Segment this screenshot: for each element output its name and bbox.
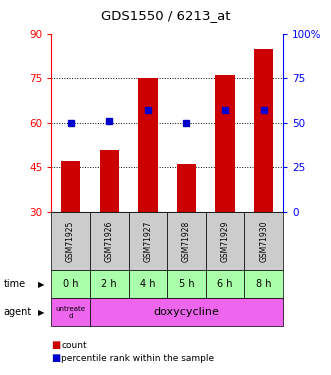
Bar — [138, 78, 158, 212]
Text: ▶: ▶ — [38, 280, 45, 289]
Text: GDS1550 / 6213_at: GDS1550 / 6213_at — [101, 9, 230, 22]
Text: 6 h: 6 h — [217, 279, 233, 289]
Bar — [61, 161, 80, 212]
Text: ■: ■ — [51, 353, 61, 363]
Text: 8 h: 8 h — [256, 279, 271, 289]
Text: doxycycline: doxycycline — [154, 307, 219, 317]
Bar — [177, 164, 196, 212]
Text: 4 h: 4 h — [140, 279, 156, 289]
Text: GSM71925: GSM71925 — [66, 220, 75, 262]
Text: GSM71929: GSM71929 — [220, 220, 230, 262]
Text: untreate
d: untreate d — [56, 306, 86, 319]
Text: agent: agent — [3, 307, 31, 317]
Bar — [215, 75, 235, 212]
Text: GSM71928: GSM71928 — [182, 220, 191, 262]
Text: 2 h: 2 h — [101, 279, 117, 289]
Text: GSM71927: GSM71927 — [143, 220, 152, 262]
Text: GSM71930: GSM71930 — [259, 220, 268, 262]
Bar — [254, 49, 273, 212]
Text: GSM71926: GSM71926 — [105, 220, 114, 262]
Text: time: time — [3, 279, 25, 289]
Text: percentile rank within the sample: percentile rank within the sample — [61, 354, 214, 363]
Text: ■: ■ — [51, 340, 61, 350]
Text: 0 h: 0 h — [63, 279, 78, 289]
Text: count: count — [61, 340, 87, 350]
Text: ▶: ▶ — [38, 308, 45, 316]
Bar — [100, 150, 119, 212]
Text: 5 h: 5 h — [179, 279, 194, 289]
